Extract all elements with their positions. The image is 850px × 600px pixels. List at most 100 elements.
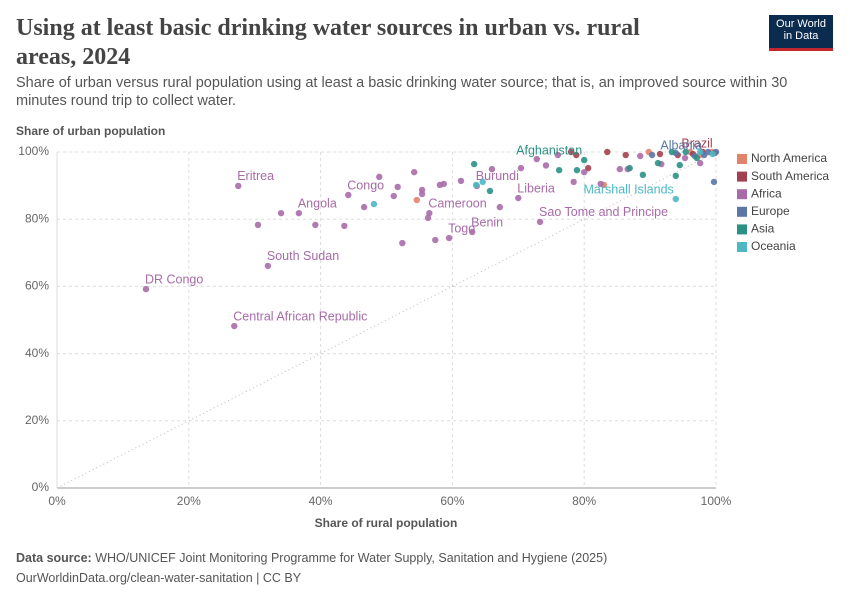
point — [486, 187, 494, 195]
legend-label[interactable]: South America — [751, 169, 829, 183]
point — [536, 218, 544, 226]
point — [445, 234, 453, 242]
footer-url[interactable]: OurWorldinData.org/clean-water-sanitatio… — [16, 571, 302, 585]
point — [668, 148, 676, 156]
point — [682, 148, 689, 156]
point-label: Albania — [660, 138, 702, 152]
point — [639, 171, 647, 179]
point — [235, 182, 242, 190]
legend-label[interactable]: North America — [751, 151, 827, 165]
point — [295, 209, 303, 217]
point — [515, 194, 522, 202]
point — [648, 151, 656, 159]
point-label: Congo — [347, 178, 384, 192]
point — [672, 172, 680, 180]
point — [637, 152, 644, 160]
point — [440, 180, 448, 188]
point-label: Togo — [448, 221, 475, 235]
legend-label[interactable]: Europe — [751, 204, 790, 218]
point — [517, 164, 525, 172]
point — [312, 221, 319, 229]
point — [432, 236, 439, 244]
point — [554, 151, 562, 159]
subtitle: Share of urban versus rural population u… — [16, 75, 788, 109]
source-label: Data source: — [16, 551, 92, 565]
point-label: Central African Republic — [233, 309, 367, 323]
point — [488, 165, 496, 173]
y-tick-label: 60% — [25, 279, 49, 293]
point — [656, 150, 664, 158]
point-label: Liberia — [517, 181, 555, 195]
point-label: Burundi — [476, 169, 519, 183]
point — [573, 151, 580, 159]
point — [394, 183, 401, 191]
point-label: Brazil — [681, 136, 712, 150]
legend-label[interactable]: Oceania — [751, 239, 796, 253]
point — [345, 191, 352, 199]
point — [533, 155, 540, 163]
point — [231, 322, 238, 330]
x-tick-label: 20% — [177, 494, 201, 508]
legend-swatch — [737, 242, 747, 252]
point-label: Sao Tome and Principe — [539, 205, 668, 219]
point — [413, 196, 421, 204]
point — [709, 150, 716, 158]
point — [672, 195, 680, 203]
legend-swatch — [737, 171, 747, 182]
point — [654, 159, 662, 167]
point — [573, 166, 581, 174]
point — [676, 161, 683, 169]
point — [581, 168, 588, 176]
point-label: Eritrea — [237, 169, 274, 183]
point — [622, 151, 629, 159]
point — [468, 228, 476, 236]
point — [597, 180, 604, 188]
point-label: DR Congo — [145, 272, 203, 286]
y-axis-label: Share of urban population — [16, 124, 165, 138]
diagonal — [56, 151, 717, 489]
source: WHO/UNICEF Joint Monitoring Programme fo… — [95, 551, 608, 565]
x-tick-label: 100% — [701, 494, 732, 508]
point — [424, 214, 432, 222]
point — [581, 156, 588, 164]
point-label: Benin — [471, 215, 503, 229]
point — [604, 148, 611, 156]
point — [376, 173, 383, 181]
point — [472, 181, 480, 189]
y-tick-label: 100% — [18, 144, 49, 158]
point — [570, 178, 577, 186]
legend-swatch — [737, 154, 747, 164]
point — [360, 203, 368, 211]
point — [693, 154, 701, 162]
y-tick-label: 20% — [25, 413, 49, 427]
legend-label[interactable]: Asia — [751, 222, 775, 236]
point — [479, 178, 486, 186]
point — [710, 178, 718, 186]
logo[interactable]: Our World in Data — [769, 15, 833, 51]
y-tick-label: 0% — [32, 480, 50, 494]
legend-swatch — [737, 206, 747, 217]
point-label: Cameroon — [428, 196, 486, 210]
x-tick-label: 60% — [440, 494, 464, 508]
point-label: Angola — [298, 196, 337, 210]
x-tick-label: 40% — [309, 494, 333, 508]
point — [457, 177, 465, 185]
point-label: South Sudan — [267, 249, 339, 263]
point — [418, 190, 426, 198]
logo-line: Our World — [776, 18, 826, 30]
x-tick-label: 0% — [48, 494, 66, 508]
point — [254, 221, 262, 229]
x-tick-label: 80% — [572, 494, 596, 508]
legend-label[interactable]: Africa — [751, 186, 782, 200]
point — [496, 203, 504, 211]
point — [696, 159, 704, 167]
point-label: Marshall Islands — [583, 182, 673, 196]
point — [696, 148, 704, 156]
point — [555, 166, 563, 174]
y-tick-label: 80% — [25, 211, 49, 225]
point — [370, 200, 378, 208]
logo-line: in Data — [783, 30, 819, 42]
legend-swatch — [737, 189, 747, 200]
point — [341, 222, 348, 230]
